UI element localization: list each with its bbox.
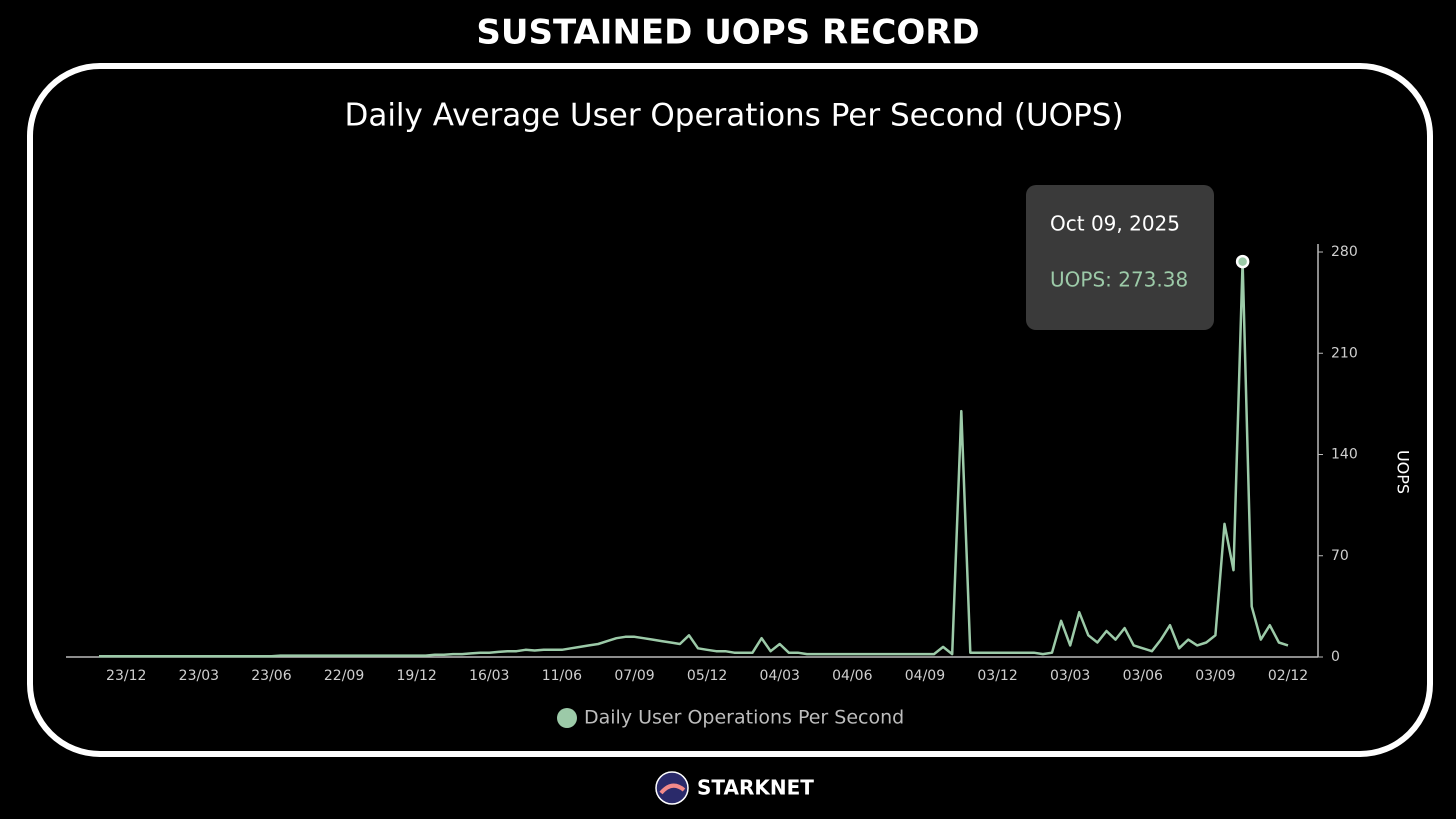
x-tick-label: 16/03 [469,668,509,684]
x-tick-label: 19/12 [396,668,436,684]
x-tick-label: 03/12 [977,668,1017,684]
x-tick-label: 03/09 [1195,668,1235,684]
x-tick-label: 03/03 [1050,668,1090,684]
tooltip [1026,185,1214,330]
x-tick-label: 23/12 [106,668,146,684]
data-line [99,260,1289,658]
logo-icon [655,771,689,805]
y-tick-label: 210 [1331,345,1358,361]
highlight-point [1235,254,1250,269]
footer-brand: STARKNET [697,776,814,800]
y-tick-label: 0 [1331,649,1340,665]
y-tick-label: 280 [1331,244,1358,260]
x-tick-label: 04/06 [832,668,872,684]
x-tick-label: 22/09 [324,668,364,684]
y-tick-label: 70 [1331,548,1349,564]
x-tick-label: 23/03 [179,668,219,684]
logo-swoosh [659,783,686,795]
logo: STARKNET [655,771,814,805]
legend-marker [557,708,577,728]
frame [27,63,1433,757]
x-tick-label: 04/09 [905,668,945,684]
y-tick-label: 140 [1331,447,1358,463]
header-title: SUSTAINED UOPS RECORD [476,13,979,53]
legend-label: Daily User Operations Per Second [584,707,904,729]
x-tick-label: 07/09 [614,668,654,684]
x-tick-label: 04/03 [760,668,800,684]
tooltip-title: Oct 09, 2025 [1050,212,1180,236]
tooltip-text: UOPS: 273.38 [1050,268,1188,292]
x-tick-label: 05/12 [687,668,727,684]
chart-title: Daily Average User Operations Per Second… [344,98,1123,134]
x-tick-label: 03/06 [1123,668,1163,684]
x-tick-label: 23/06 [251,668,291,684]
y-axis-label: UOPS [1394,450,1413,494]
x-tick-label: 11/06 [542,668,582,684]
x-tick-label: 02/12 [1268,668,1308,684]
